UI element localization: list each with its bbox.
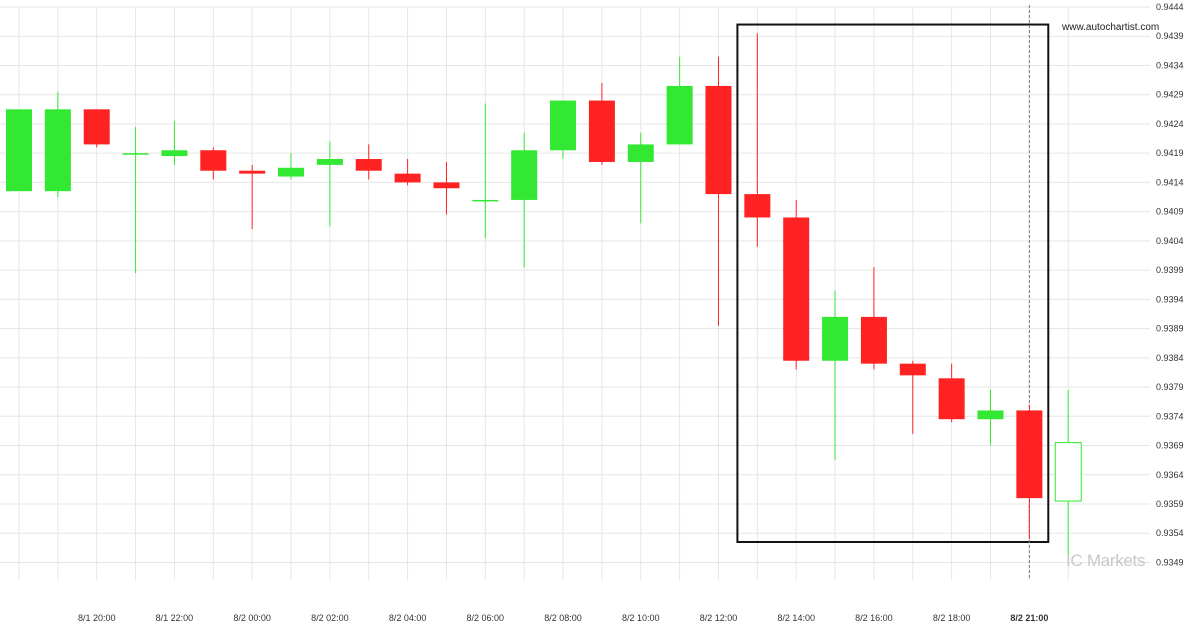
x-tick-label: 8/2 00:00 (233, 613, 271, 623)
candle-body (433, 182, 460, 189)
y-tick-label: 0.9424 (1156, 119, 1184, 129)
y-tick-label: 0.9414 (1156, 177, 1184, 187)
source-label: www.autochartist.com (1062, 22, 1160, 33)
candle-body (588, 100, 615, 162)
candle-body (239, 170, 266, 174)
candle-body (938, 378, 965, 420)
candle-body (200, 150, 227, 171)
x-tick-label: 8/1 22:00 (156, 613, 194, 623)
candle-body (394, 173, 421, 183)
pattern-highlight-box (736, 23, 1050, 543)
y-tick-label: 0.9444 (1156, 2, 1184, 12)
x-tick-label: 8/2 06:00 (467, 613, 505, 623)
candle-body (511, 150, 538, 200)
y-tick-label: 0.9429 (1156, 90, 1184, 100)
candle-body (316, 159, 343, 165)
x-tick-label: 8/2 10:00 (622, 613, 660, 623)
candle-body (6, 109, 32, 192)
candle-body (1054, 442, 1082, 502)
y-tick-label: 0.9354 (1156, 528, 1184, 538)
x-tick-label: 8/2 14:00 (777, 613, 815, 623)
y-tick-label: 0.9409 (1156, 207, 1184, 217)
candle-body (122, 153, 149, 155)
candle-body (550, 100, 577, 151)
y-tick-label: 0.9349 (1156, 557, 1184, 567)
y-tick-label: 0.9434 (1156, 60, 1184, 70)
x-tick-label: 8/2 04:00 (389, 613, 427, 623)
candle-body (1016, 410, 1043, 499)
y-tick-label: 0.9439 (1156, 31, 1184, 41)
candle-body (161, 150, 188, 157)
y-tick-label: 0.9389 (1156, 324, 1184, 334)
candle-body (627, 144, 654, 162)
x-tick-label: 8/2 18:00 (933, 613, 971, 623)
y-tick-label: 0.9369 (1156, 441, 1184, 451)
candle-body (666, 85, 693, 145)
candle-body (783, 217, 810, 361)
candle-body (744, 194, 771, 218)
x-tick-label: 8/2 02:00 (311, 613, 349, 623)
candle-body (822, 316, 849, 361)
y-tick-label: 0.9374 (1156, 411, 1184, 421)
candle-body (44, 109, 71, 192)
candle-body (355, 159, 382, 171)
y-tick-label: 0.9419 (1156, 148, 1184, 158)
x-tick-label: 8/2 08:00 (544, 613, 582, 623)
brand-watermark: IC Markets (1066, 551, 1146, 570)
candle-body (278, 167, 305, 177)
y-tick-label: 0.9399 (1156, 265, 1184, 275)
x-tick-label: 8/2 12:00 (700, 613, 738, 623)
candle-body (83, 109, 110, 145)
y-tick-label: 0.9359 (1156, 499, 1184, 509)
candle-body (472, 199, 499, 202)
y-tick-label: 0.9364 (1156, 470, 1184, 480)
x-tick-label: 8/2 16:00 (855, 613, 893, 623)
y-tick-label: 0.9379 (1156, 382, 1184, 392)
x-tick-label: 8/2 21:00 (1010, 613, 1048, 623)
y-tick-label: 0.9404 (1156, 236, 1184, 246)
candle-body (899, 363, 926, 376)
candle-body (977, 410, 1004, 420)
candle-body (860, 316, 887, 364)
x-tick-label: 8/1 20:00 (78, 613, 116, 623)
y-tick-label: 0.9394 (1156, 294, 1184, 304)
candle-body (705, 85, 732, 195)
y-tick-label: 0.9384 (1156, 353, 1184, 363)
